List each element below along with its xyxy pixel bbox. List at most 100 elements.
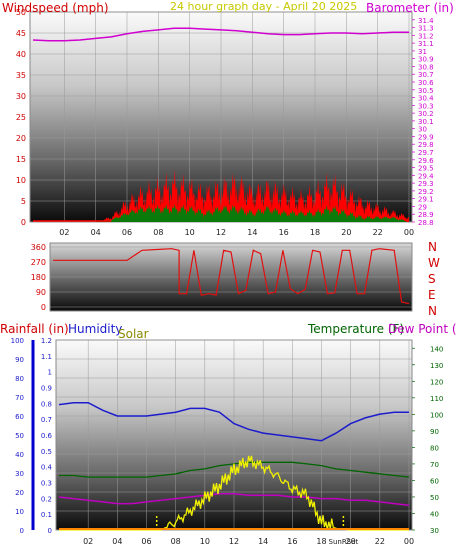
barometer-tick-label: 29.8 xyxy=(418,141,434,149)
barometer-tick-label: 29.6 xyxy=(418,157,434,165)
p3-hour-label: 12 xyxy=(229,537,239,546)
sunrise-sunset-label: SunRSet xyxy=(329,538,359,546)
windspeed-tick-label: 0 xyxy=(21,218,26,227)
wind-barometer-panel: 0510152025303540455028.828.92929.129.229… xyxy=(2,0,454,237)
barometer-tick-label: 30.8 xyxy=(418,63,434,71)
temperature-tick-label: 70 xyxy=(430,461,439,469)
rain-tick-label: 0.5 xyxy=(41,448,52,456)
windspeed-area xyxy=(33,169,409,222)
temperature-tick-label: 130 xyxy=(430,362,443,370)
p3-hour-label: 10 xyxy=(200,537,210,546)
humidity-tick-label: 50 xyxy=(15,432,24,440)
rain-tick-label: 0 xyxy=(48,527,52,535)
dewpoint-line xyxy=(58,492,410,506)
barometer-tick-label: 28.9 xyxy=(418,211,434,219)
p1-hour-label: 06 xyxy=(122,228,132,237)
rain-tick-label: 1 xyxy=(48,369,52,377)
temperature-tick-label: 110 xyxy=(430,395,443,403)
humidity-line xyxy=(58,401,409,442)
rain-tick-label: 0.1 xyxy=(41,511,52,519)
barometer-tick-label: 29.3 xyxy=(418,180,434,188)
temperature-tick-label: 90 xyxy=(430,428,439,436)
barometer-tick-label: 30.7 xyxy=(418,71,434,79)
p1-hour-label: 08 xyxy=(153,228,163,237)
rainfall-axis-label: Rainfall (in) xyxy=(0,322,69,336)
humidity-tick-label: 100 xyxy=(11,337,24,345)
temperature-tick-label: 30 xyxy=(430,527,439,535)
barometer-tick-label: 30.6 xyxy=(418,79,434,87)
p3-hour-label: 02 xyxy=(83,537,93,546)
p3-hour-label: 00 xyxy=(404,537,414,546)
rain-tick-label: 0.3 xyxy=(41,480,52,488)
panel3-marks xyxy=(58,401,410,531)
barometer-tick-label: 31.1 xyxy=(418,40,434,48)
compass-label: W xyxy=(428,256,440,270)
gust-area xyxy=(33,203,409,222)
barometer-tick-label: 29.9 xyxy=(418,133,434,141)
windspeed-tick-label: 45 xyxy=(16,29,26,38)
rain-tick-label: 1.1 xyxy=(41,353,52,361)
windspeed-tick-label: 40 xyxy=(16,50,26,59)
windspeed-axis-label: Windspeed (mph) xyxy=(2,1,109,15)
barometer-tick-label: 31 xyxy=(418,48,427,56)
temperature-tick-label: 40 xyxy=(430,510,439,518)
barometer-tick-label: 29.4 xyxy=(418,172,434,180)
rain-tick-label: 0.7 xyxy=(41,416,52,424)
p3-hour-label: 08 xyxy=(171,537,181,546)
windspeed-tick-label: 20 xyxy=(16,134,26,143)
windspeed-tick-label: 50 xyxy=(16,8,26,17)
barometer-axis-label: Barometer (in) xyxy=(366,1,454,15)
panel3-ticks: 010203040506070809010000.10.20.30.40.50.… xyxy=(11,337,444,546)
humidity-tick-label: 30 xyxy=(15,470,24,478)
temperature-tick-label: 100 xyxy=(430,411,443,419)
p1-hour-label: 22 xyxy=(373,228,383,237)
humidity-tick-label: 60 xyxy=(15,413,24,421)
humidity-tick-label: 70 xyxy=(15,394,24,402)
rain-tick-label: 0.4 xyxy=(41,464,53,472)
barometer-tick-label: 30.9 xyxy=(418,56,434,64)
p1-hour-label: 02 xyxy=(59,228,69,237)
solar-label: Solar xyxy=(118,327,149,341)
p3-hour-label: 14 xyxy=(258,537,268,546)
barometer-tick-label: 30.5 xyxy=(418,87,434,95)
rain-tick-label: 0.6 xyxy=(41,432,53,440)
windspeed-tick-label: 35 xyxy=(16,71,26,80)
p3-hour-label: 16 xyxy=(287,537,297,546)
graph-title: 24 hour graph day - April 20 2025 xyxy=(170,0,357,13)
temperature-tick-label: 60 xyxy=(430,477,439,485)
windspeed-tick-label: 10 xyxy=(16,176,26,185)
temperature-tick-label: 50 xyxy=(430,494,439,502)
p1-hour-label: 14 xyxy=(247,228,257,237)
humidity-tick-label: 20 xyxy=(15,489,24,497)
dewpoint-axis-label: Dew Point (F) xyxy=(388,322,456,336)
barometer-tick-label: 28.8 xyxy=(418,219,434,227)
temperature-tick-label: 120 xyxy=(430,378,443,386)
p3-hour-label: 06 xyxy=(141,537,151,546)
windspeed-tick-label: 5 xyxy=(21,197,26,206)
p1-hour-label: 10 xyxy=(185,228,195,237)
barometer-tick-label: 30.1 xyxy=(418,118,434,126)
direction-tick-label: 90 xyxy=(36,288,46,297)
direction-tick-label: 180 xyxy=(31,273,46,282)
barometer-tick-label: 30.4 xyxy=(418,95,434,103)
barometer-tick-label: 29.2 xyxy=(418,188,434,196)
humidity-tick-label: 10 xyxy=(15,508,24,516)
barometer-tick-label: 29.7 xyxy=(418,149,434,157)
p3-hour-label: 18 xyxy=(316,537,326,546)
humidity-tick-label: 90 xyxy=(15,356,24,364)
barometer-tick-label: 31.4 xyxy=(418,17,434,25)
p1-hour-label: 20 xyxy=(341,228,351,237)
windspeed-tick-label: 30 xyxy=(16,92,26,101)
humidity-tick-label: 40 xyxy=(15,451,24,459)
p3-hour-label: 20 xyxy=(346,537,356,546)
panel1-ticks: 0510152025303540455028.828.92929.129.229… xyxy=(16,8,434,237)
rain-tick-label: 1.2 xyxy=(41,337,52,345)
compass-label: N xyxy=(428,240,437,254)
p1-hour-label: 12 xyxy=(216,228,226,237)
barometer-tick-label: 29.5 xyxy=(418,165,434,173)
humidity-axis-label: Humidity xyxy=(68,322,122,336)
p1-hour-label: 00 xyxy=(404,228,414,237)
barometer-tick-label: 30.3 xyxy=(418,102,434,110)
compass-label: E xyxy=(428,288,436,302)
p3-hour-label: 04 xyxy=(112,537,122,546)
